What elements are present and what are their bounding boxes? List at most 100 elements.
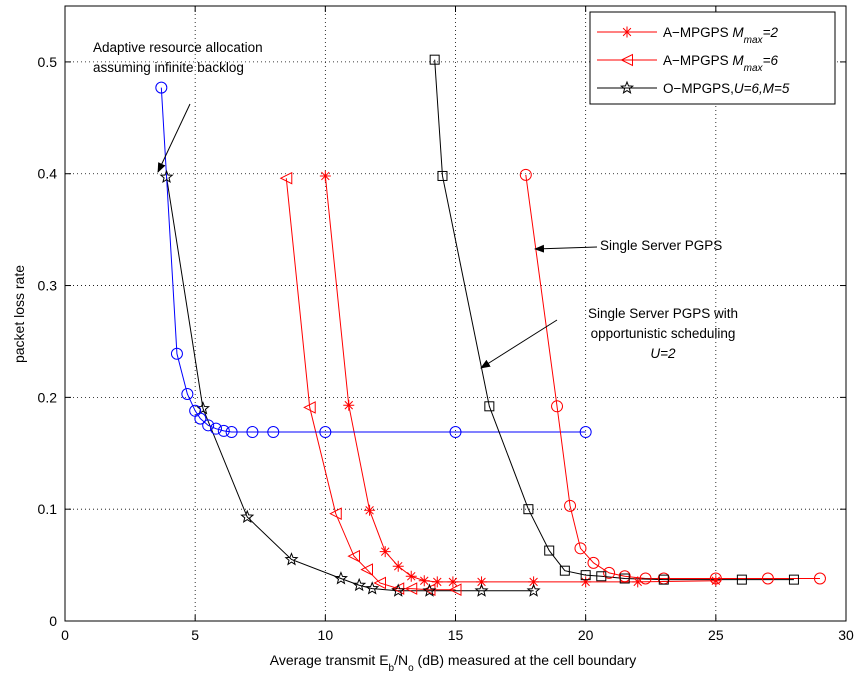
data-point bbox=[709, 572, 722, 585]
data-point bbox=[519, 168, 532, 181]
data-point bbox=[551, 400, 564, 413]
data-point bbox=[658, 574, 669, 585]
data-point bbox=[391, 583, 406, 597]
data-point bbox=[319, 170, 331, 182]
series-markers-1 bbox=[279, 171, 462, 596]
legend-label-2: O−MPGPS,U=6,M=5 bbox=[663, 81, 790, 96]
data-point bbox=[343, 399, 355, 411]
data-point bbox=[284, 552, 299, 566]
data-point bbox=[159, 169, 174, 184]
data-point bbox=[225, 426, 238, 439]
y-axis-label: packet loss rate bbox=[11, 265, 27, 363]
legend-marker-1 bbox=[620, 53, 633, 67]
series-markers-2 bbox=[159, 169, 541, 597]
data-point bbox=[279, 171, 293, 185]
y-tick-label: 0.5 bbox=[38, 54, 58, 70]
data-point bbox=[194, 412, 207, 425]
annotation-adaptive-line2: assuming infinite backlog bbox=[93, 60, 244, 75]
grid bbox=[65, 6, 846, 621]
data-point bbox=[365, 581, 380, 595]
legend: A−MPGPS Mmax=2 A−MPGPS Mmax=6 O−MPGPS,U=… bbox=[589, 11, 836, 105]
data-point bbox=[319, 426, 332, 439]
legend-label-0: A−MPGPS Mmax=2 bbox=[663, 25, 778, 46]
legend-label-1: A−MPGPS Mmax=6 bbox=[663, 53, 778, 74]
series-line-3 bbox=[160, 87, 586, 433]
data-point bbox=[448, 583, 462, 596]
y-tick-label: 0.2 bbox=[38, 389, 58, 405]
data-point bbox=[364, 504, 376, 516]
data-point bbox=[528, 576, 540, 588]
legend-box bbox=[589, 11, 836, 105]
data-point bbox=[580, 576, 592, 588]
data-point bbox=[405, 570, 417, 582]
annotation-opp-line1: Single Server PGPS with bbox=[588, 306, 738, 321]
ticks bbox=[64, 6, 847, 622]
data-point bbox=[632, 576, 644, 588]
data-point bbox=[579, 426, 592, 439]
series-line-1 bbox=[285, 178, 456, 591]
data-point bbox=[379, 546, 391, 558]
data-point bbox=[246, 426, 259, 439]
data-point bbox=[813, 572, 826, 585]
data-point bbox=[240, 509, 255, 523]
data-point bbox=[761, 572, 774, 585]
tick-labels: 0 5 10 15 20 25 30 0 0.1 0.2 0.3 0.4 0.5 bbox=[38, 54, 854, 643]
series-markers-4 bbox=[519, 168, 826, 585]
data-point bbox=[437, 170, 448, 181]
data-point bbox=[587, 556, 600, 569]
x-tick-label: 30 bbox=[838, 627, 854, 643]
data-point bbox=[580, 570, 591, 581]
series-markers-5 bbox=[429, 54, 799, 585]
series-markers-3 bbox=[155, 81, 592, 439]
annotation-opp-line3: U=2 bbox=[650, 346, 676, 361]
data-point bbox=[422, 583, 437, 597]
data-point bbox=[333, 571, 348, 585]
annotation-opp-line2: opportunistic scheduling bbox=[591, 326, 736, 341]
data-point bbox=[449, 426, 462, 439]
y-tick-label: 0 bbox=[49, 613, 57, 629]
data-point bbox=[181, 388, 194, 401]
data-point bbox=[202, 419, 215, 432]
y-tick-label: 0.1 bbox=[38, 501, 58, 517]
data-point bbox=[431, 576, 443, 588]
series-line-2 bbox=[166, 177, 534, 592]
x-axis-label: Average transmit Eb/No (dB) measured at … bbox=[270, 652, 637, 674]
data-point bbox=[574, 542, 587, 555]
data-point bbox=[476, 576, 488, 588]
series-line-0 bbox=[324, 175, 716, 583]
data-point bbox=[155, 81, 168, 94]
data-point bbox=[484, 401, 495, 412]
data-point bbox=[620, 53, 633, 67]
data-point bbox=[352, 577, 367, 592]
data-point bbox=[559, 565, 570, 576]
data-point bbox=[736, 574, 747, 585]
data-point bbox=[710, 575, 722, 587]
data-point bbox=[621, 26, 633, 38]
x-tick-label: 10 bbox=[318, 627, 334, 643]
legend-marker-2 bbox=[619, 80, 635, 94]
data-point bbox=[360, 563, 373, 576]
series-markers-0 bbox=[319, 170, 722, 588]
x-tick-label: 5 bbox=[191, 627, 199, 643]
data-point bbox=[639, 572, 652, 585]
data-point bbox=[373, 576, 387, 590]
series-markers bbox=[155, 54, 826, 597]
x-tick-label: 25 bbox=[708, 627, 724, 643]
data-point bbox=[418, 575, 430, 587]
data-point bbox=[447, 576, 459, 588]
data-point bbox=[429, 54, 440, 65]
x-tick-label: 0 bbox=[61, 627, 69, 643]
data-point bbox=[619, 80, 635, 94]
data-point bbox=[209, 422, 222, 435]
arrow-opportunistic bbox=[480, 319, 558, 369]
x-tick-label: 15 bbox=[448, 627, 464, 643]
data-point bbox=[619, 573, 630, 584]
data-point bbox=[788, 574, 799, 585]
x-tick-label: 20 bbox=[578, 627, 594, 643]
arrow-adaptive bbox=[157, 103, 191, 173]
data-point bbox=[404, 582, 418, 595]
data-point bbox=[474, 583, 489, 597]
annotation-adaptive-line1: Adaptive resource allocation bbox=[93, 40, 263, 55]
data-point bbox=[303, 401, 316, 414]
